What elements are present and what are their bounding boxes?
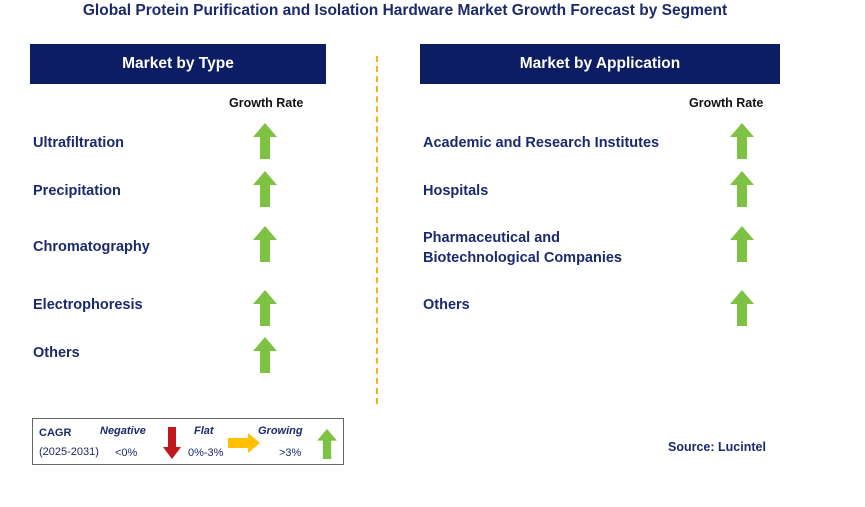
up-arrow-icon: [730, 123, 754, 159]
row-label-hospitals: Hospitals: [423, 183, 489, 199]
row-label-academic: Academic and Research Institutes: [423, 135, 660, 151]
up-arrow-icon: [730, 226, 754, 262]
cagr-legend: CAGR (2025-2031) Negative <0% Flat 0%-3%…: [32, 418, 344, 465]
legend-flat-range: 0%-3%: [188, 447, 224, 459]
legend-cagr: CAGR: [39, 427, 72, 439]
legend-period: (2025-2031): [39, 446, 99, 458]
source-note: Source: Lucintel: [668, 440, 766, 454]
legend-flat-label: Flat: [194, 425, 214, 437]
up-arrow-icon: [253, 337, 277, 373]
up-arrow-icon: [317, 429, 337, 459]
up-arrow-icon: [253, 290, 277, 326]
row-label-pharma-line1: Pharmaceutical and: [423, 230, 560, 246]
growth-rate-label-application: Growth Rate: [689, 96, 764, 110]
down-arrow-icon: [163, 427, 181, 459]
legend-negative-label: Negative: [100, 425, 146, 437]
row-label-others-application: Others: [423, 297, 470, 313]
up-arrow-icon: [253, 226, 277, 262]
right-arrow-icon: [228, 433, 260, 453]
up-arrow-icon: [253, 123, 277, 159]
row-label-chromatography: Chromatography: [33, 239, 150, 255]
row-label-electrophoresis: Electrophoresis: [33, 297, 143, 313]
chart-title: Global Protein Purification and Isolatio…: [82, 2, 728, 19]
row-label-precipitation: Precipitation: [33, 183, 121, 199]
up-arrow-icon: [730, 171, 754, 207]
up-arrow-icon: [253, 171, 277, 207]
panel-header-application: Market by Application: [420, 44, 780, 84]
growth-rate-label-type: Growth Rate: [229, 96, 304, 110]
up-arrow-icon: [730, 290, 754, 326]
legend-growing-range: >3%: [279, 447, 302, 459]
panel-header-type: Market by Type: [30, 44, 326, 84]
legend-negative-range: <0%: [115, 447, 138, 459]
row-label-others-type: Others: [33, 345, 80, 361]
legend-growing-label: Growing: [258, 425, 303, 437]
row-label-pharma-line2: Biotechnological Companies: [423, 250, 622, 266]
row-label-ultrafiltration: Ultrafiltration: [33, 135, 125, 151]
panel-divider: [376, 56, 378, 404]
